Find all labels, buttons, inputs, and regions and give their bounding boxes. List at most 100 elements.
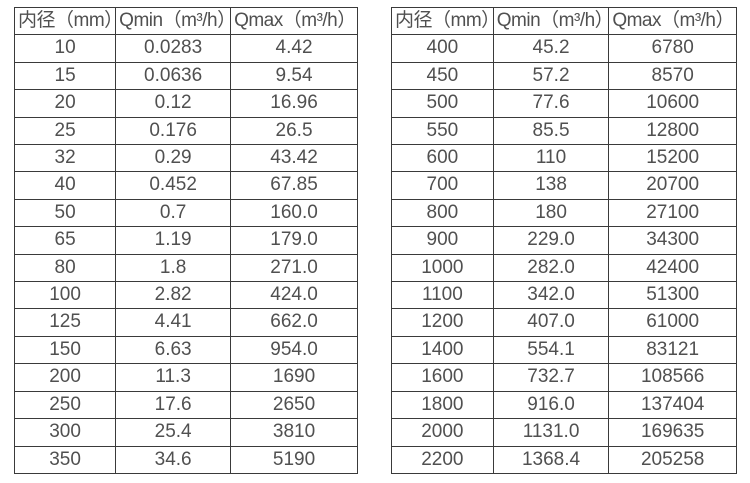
data-cell: 954.0: [230, 335, 358, 365]
data-cell: 4.41: [115, 308, 232, 337]
data-cell: 2000: [391, 418, 494, 447]
data-cell: 424.0: [230, 281, 358, 310]
data-cell: 20700: [608, 171, 737, 200]
table-row: 200 11.3 1690: [13, 363, 358, 392]
table-row: 20 0.12 16.96: [13, 89, 358, 118]
table-row: 900 229.0 34300: [391, 226, 737, 255]
data-cell: 34.6: [115, 445, 232, 474]
data-cell: 600: [391, 144, 494, 173]
data-cell: 1.8: [115, 253, 232, 283]
data-cell: 350: [13, 445, 117, 474]
data-cell: 0.12: [115, 89, 232, 118]
table-row: 40 0.452 67.85: [13, 171, 358, 200]
table-row: 550 85.5 12800: [391, 116, 737, 146]
data-cell: 150: [13, 335, 117, 365]
table-row: 25 0.176 26.5: [13, 116, 358, 146]
data-cell: 85.5: [492, 116, 610, 146]
data-cell: 300: [13, 418, 117, 447]
data-cell: 125: [13, 308, 117, 337]
data-cell: 662.0: [230, 308, 358, 337]
table-row: 700 138 20700: [391, 171, 737, 200]
data-cell: 1131.0: [492, 418, 610, 447]
data-cell: 180: [492, 198, 610, 228]
header-cell: Qmax（m³/h）: [608, 6, 737, 36]
header-cell: Qmax（m³/h）: [230, 6, 358, 36]
data-cell: 77.6: [492, 89, 610, 118]
data-cell: 25: [13, 116, 117, 146]
data-cell: 51300: [608, 281, 737, 310]
data-cell: 20: [13, 89, 117, 118]
data-cell: 1368.4: [492, 445, 610, 474]
data-cell: 407.0: [492, 308, 610, 337]
data-cell: 1400: [391, 335, 494, 365]
data-cell: 40: [13, 171, 117, 200]
data-cell: 160.0: [230, 198, 358, 228]
data-cell: 1200: [391, 308, 494, 337]
data-cell: 11.3: [115, 363, 232, 392]
table-row: 15 0.0636 9.54: [13, 61, 358, 91]
table-row: 600 110 15200: [391, 144, 737, 173]
data-cell: 50: [13, 198, 117, 228]
table-row: 50 0.7 160.0: [13, 198, 358, 228]
data-cell: 200: [13, 363, 117, 392]
spec-table-small-diameter: 内径（mm） Qmin（m³/h） Qmax（m³/h） 10 0.0283 4.42 15…: [13, 6, 358, 474]
header-row: 内径（mm） Qmin（m³/h） Qmax（m³/h）: [13, 6, 358, 36]
table-row: 250 17.6 2650: [13, 390, 358, 420]
data-cell: 0.176: [115, 116, 232, 146]
data-cell: 80: [13, 253, 117, 283]
data-cell: 61000: [608, 308, 737, 337]
data-cell: 12800: [608, 116, 737, 146]
data-cell: 205258: [608, 445, 737, 474]
data-cell: 5190: [230, 445, 358, 474]
data-cell: 10600: [608, 89, 737, 118]
table-row: 500 77.6 10600: [391, 89, 737, 118]
data-cell: 8570: [608, 61, 737, 91]
data-cell: 916.0: [492, 390, 610, 420]
data-cell: 42400: [608, 253, 737, 283]
data-cell: 6.63: [115, 335, 232, 365]
table-row: 150 6.63 954.0: [13, 335, 358, 365]
data-cell: 1690: [230, 363, 358, 392]
data-cell: 67.85: [230, 171, 358, 200]
header-cell: 内径（mm）: [391, 6, 494, 36]
table-row: 2000 1131.0 169635: [391, 418, 737, 447]
data-cell: 2650: [230, 390, 358, 420]
table-row: 800 180 27100: [391, 198, 737, 228]
data-cell: 34300: [608, 226, 737, 255]
header-cell: Qmin（m³/h）: [492, 6, 610, 36]
data-cell: 17.6: [115, 390, 232, 420]
data-cell: 0.0283: [115, 34, 232, 63]
table-row: 1200 407.0 61000: [391, 308, 737, 337]
data-cell: 15200: [608, 144, 737, 173]
data-cell: 3810: [230, 418, 358, 447]
data-cell: 2200: [391, 445, 494, 474]
table-row: 2200 1368.4 205258: [391, 445, 737, 474]
header-row: 内径（mm） Qmin（m³/h） Qmax（m³/h）: [391, 6, 737, 36]
table-row: 1800 916.0 137404: [391, 390, 737, 420]
data-cell: 83121: [608, 335, 737, 365]
data-cell: 0.0636: [115, 61, 232, 91]
data-cell: 1600: [391, 363, 494, 392]
data-cell: 15: [13, 61, 117, 91]
data-cell: 65: [13, 226, 117, 255]
data-cell: 400: [391, 34, 494, 63]
data-cell: 4.42: [230, 34, 358, 63]
data-cell: 550: [391, 116, 494, 146]
table-row: 1600 732.7 108566: [391, 363, 737, 392]
data-cell: 10: [13, 34, 117, 63]
data-cell: 100: [13, 281, 117, 310]
table-row: 300 25.4 3810: [13, 418, 358, 447]
table-row: 1400 554.1 83121: [391, 335, 737, 365]
data-cell: 0.452: [115, 171, 232, 200]
data-cell: 25.4: [115, 418, 232, 447]
data-cell: 282.0: [492, 253, 610, 283]
data-cell: 500: [391, 89, 494, 118]
table-row: 80 1.8 271.0: [13, 253, 358, 283]
data-cell: 26.5: [230, 116, 358, 146]
data-cell: 169635: [608, 418, 737, 447]
data-cell: 450: [391, 61, 494, 91]
data-cell: 1800: [391, 390, 494, 420]
data-cell: 271.0: [230, 253, 358, 283]
header-cell: Qmin（m³/h）: [115, 6, 232, 36]
data-cell: 32: [13, 144, 117, 173]
